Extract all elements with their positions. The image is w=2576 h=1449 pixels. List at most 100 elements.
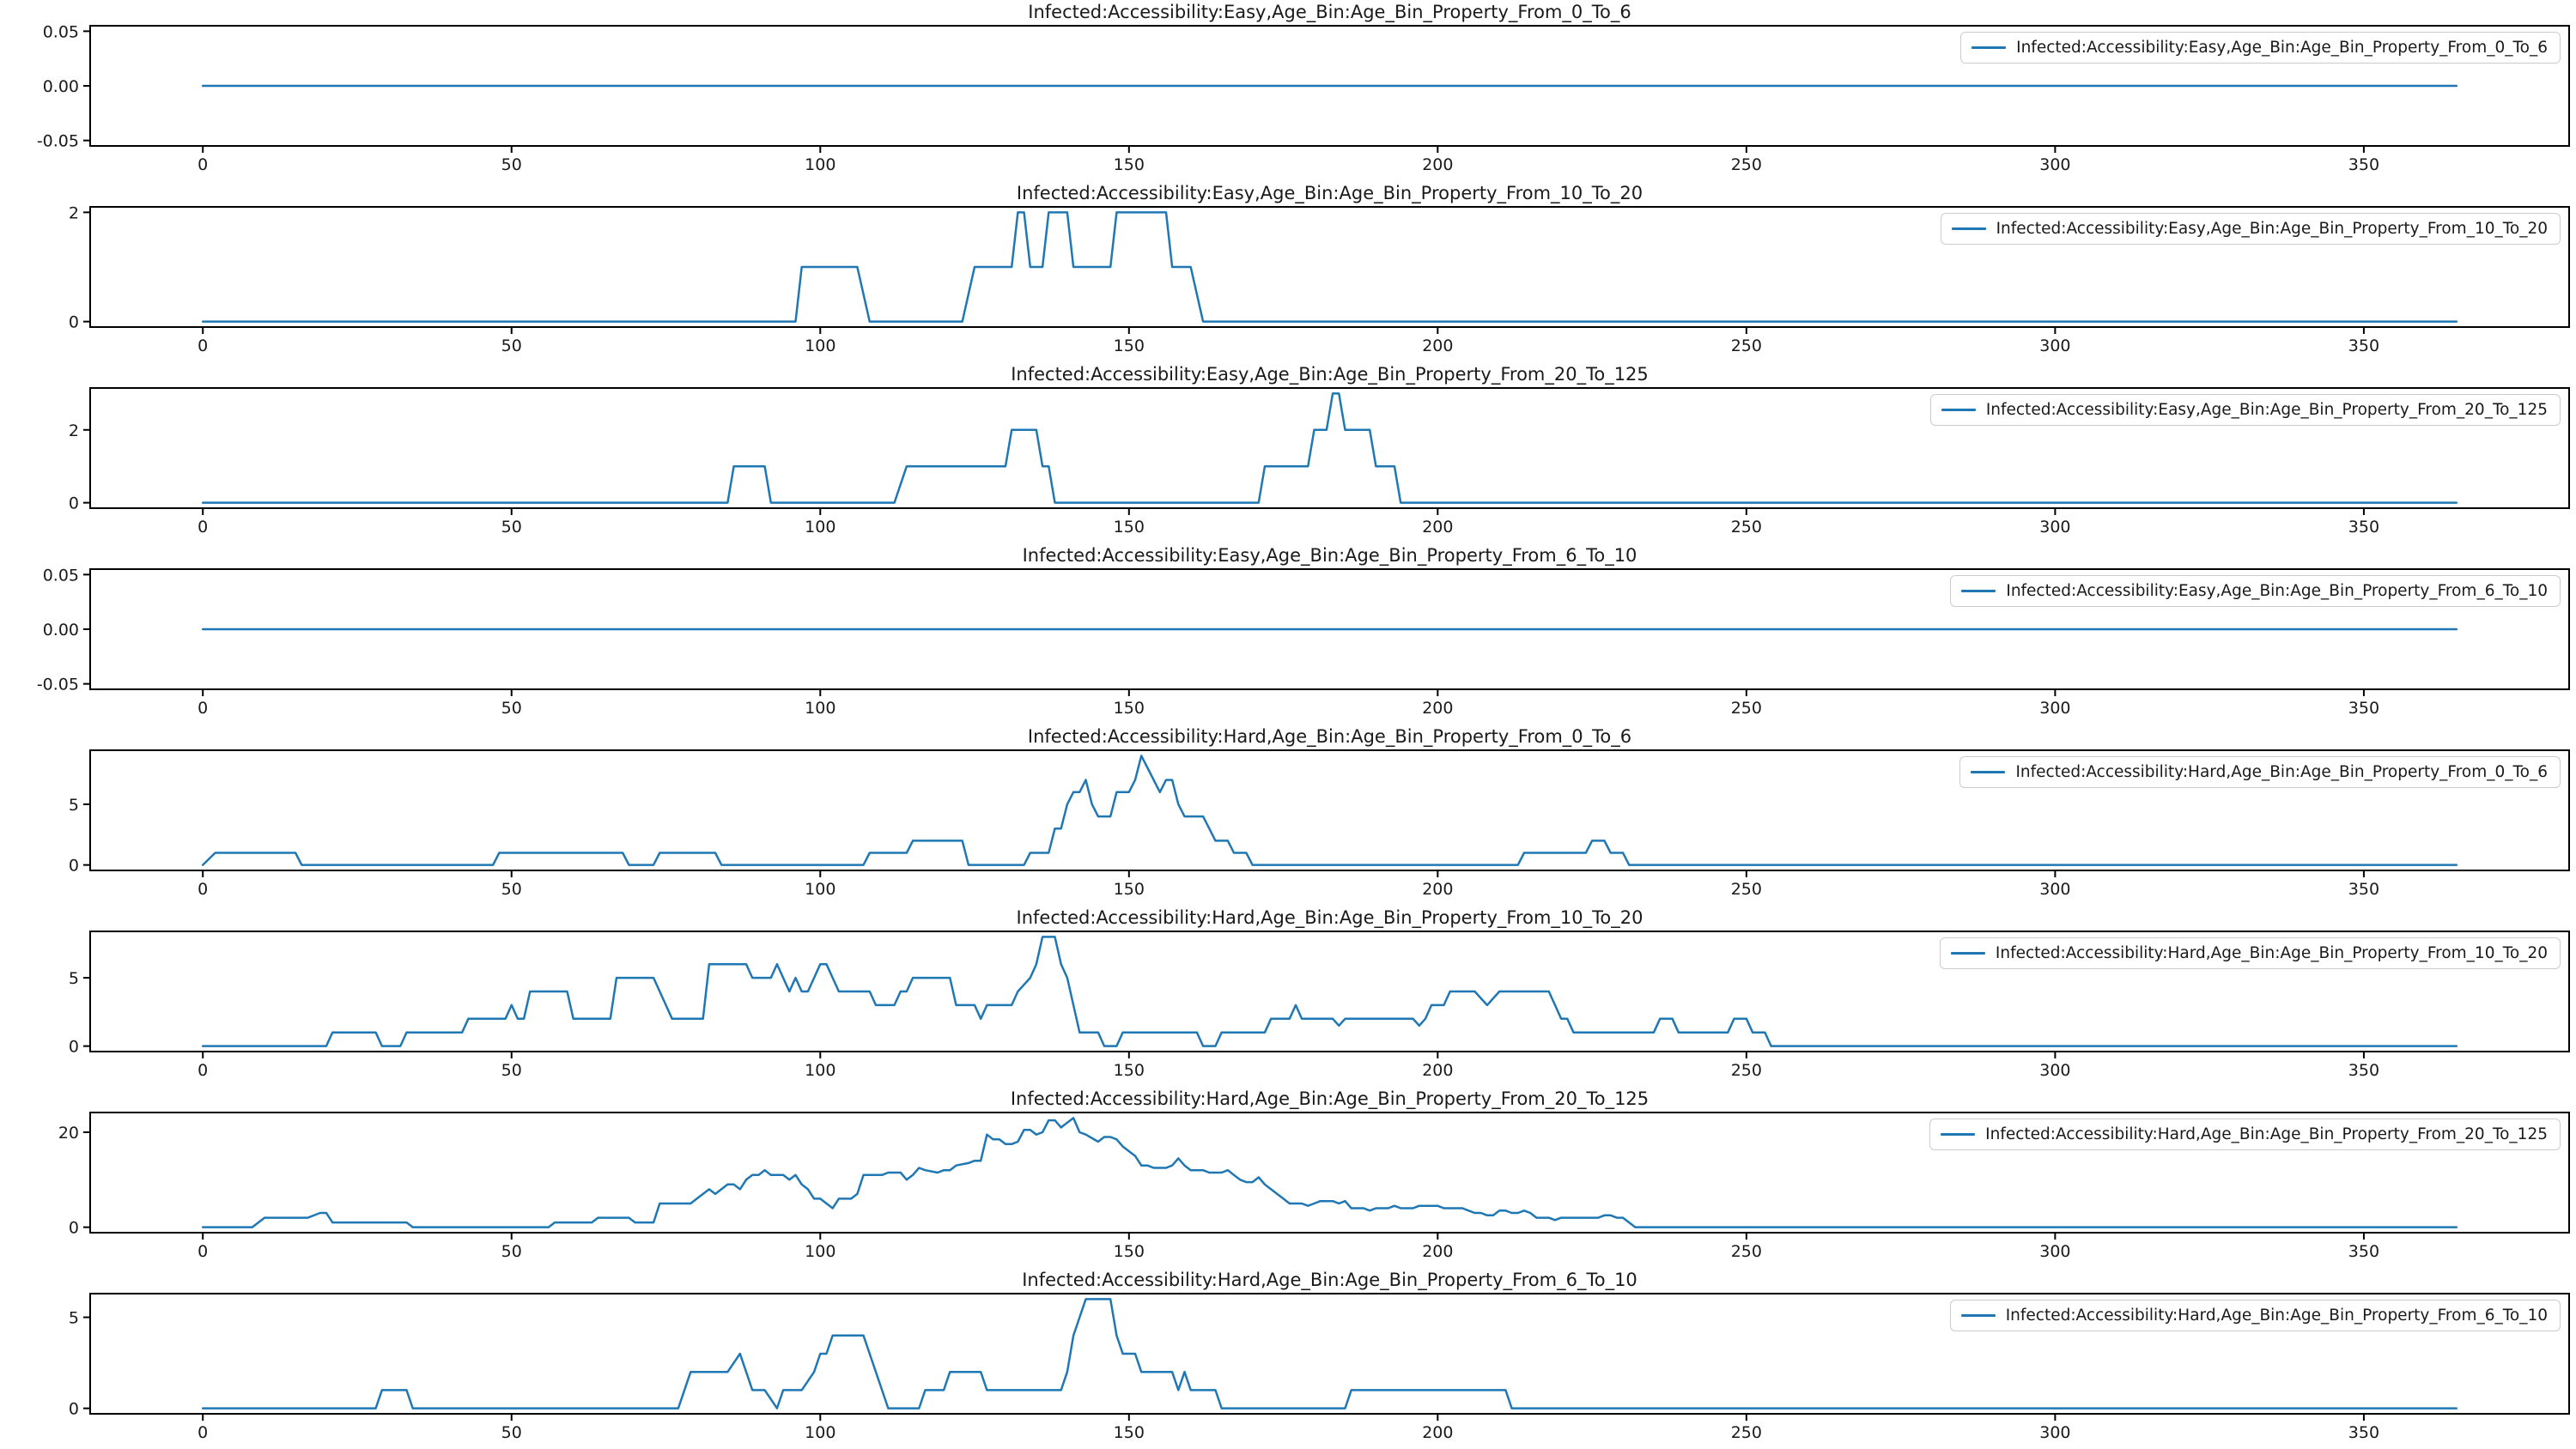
x-tick-label: 150 bbox=[1114, 336, 1145, 355]
x-tick-label: 50 bbox=[501, 155, 522, 174]
line-chart: 0 50 100 150 200 250 300 350 0 2 bbox=[69, 203, 2570, 355]
line-chart: 0 50 100 150 200 250 300 350 0 5 bbox=[69, 931, 2570, 1080]
plot-title: Infected:Accessibility:Hard,Age_Bin:Age_… bbox=[1027, 726, 1632, 747]
x-tick-label: 200 bbox=[1422, 1242, 1453, 1261]
y-tick-label: 0 bbox=[69, 1219, 79, 1238]
legend-line-sample bbox=[1971, 771, 2006, 773]
x-tick-label: 300 bbox=[2039, 336, 2070, 355]
x-tick-label: 300 bbox=[2039, 1242, 2070, 1261]
axes-box bbox=[89, 749, 2570, 871]
x-tick-label: 350 bbox=[2348, 518, 2379, 537]
x-tick-label: 100 bbox=[805, 155, 835, 174]
x-tick-label: 150 bbox=[1114, 155, 1145, 174]
legend: Infected:Accessibility:Easy,Age_Bin:Age_… bbox=[1960, 32, 2561, 64]
line-chart: 0 50 100 150 200 250 300 350 0 20 bbox=[58, 1112, 2570, 1261]
x-tick-label: 300 bbox=[2039, 880, 2070, 899]
y-tick-label: 5 bbox=[69, 1309, 79, 1328]
plot-area: 0 50 100 150 200 250 300 350 0 5 Infected:Accessi… bbox=[0, 747, 2576, 906]
data-line bbox=[201, 392, 2458, 504]
x-tick-label: 300 bbox=[2039, 155, 2070, 174]
plot-area: 0 50 100 150 200 250 300 350 0 5 Infected:Accessi… bbox=[0, 1290, 2576, 1449]
legend-label: Infected:Accessibility:Hard,Age_Bin:Age_… bbox=[2015, 763, 2548, 781]
x-tick-label: 250 bbox=[1731, 1423, 1762, 1442]
plot-title: Infected:Accessibility:Easy,Age_Bin:Age_… bbox=[1022, 545, 1637, 566]
axes-box bbox=[89, 1112, 2570, 1234]
x-tick-label: 350 bbox=[2348, 1242, 2379, 1261]
x-tick-label: 150 bbox=[1114, 1061, 1145, 1080]
x-tick-label: 0 bbox=[197, 155, 208, 174]
line-chart: 0 50 100 150 200 250 300 350 0 2 bbox=[69, 387, 2570, 537]
x-tick-label: 200 bbox=[1422, 155, 1453, 174]
x-tick-label: 50 bbox=[501, 1242, 522, 1261]
legend: Infected:Accessibility:Hard,Age_Bin:Age_… bbox=[1949, 1300, 2561, 1331]
plot-title: Infected:Accessibility:Easy,Age_Bin:Age_… bbox=[1011, 364, 1649, 385]
plot-title: Infected:Accessibility:Easy,Age_Bin:Age_… bbox=[1016, 183, 1643, 203]
x-tick-label: 100 bbox=[805, 336, 835, 355]
data-line bbox=[201, 211, 2458, 323]
x-tick-label: 150 bbox=[1114, 699, 1145, 718]
line-chart: 0 50 100 150 200 250 300 350 -0.05 0.00 0.05 bbox=[37, 22, 2570, 174]
x-tick-label: 100 bbox=[805, 699, 835, 718]
subplot-easy-10-to-20: Infected:Accessibility:Easy,Age_Bin:Age_… bbox=[0, 181, 2576, 362]
x-tick-label: 350 bbox=[2348, 336, 2379, 355]
data-line bbox=[201, 1117, 2458, 1228]
line-chart: 0 50 100 150 200 250 300 350 0 5 bbox=[69, 749, 2570, 899]
x-tick-label: 300 bbox=[2039, 1061, 2070, 1080]
y-tick-label: 5 bbox=[69, 796, 79, 815]
x-tick-label: 0 bbox=[197, 880, 208, 899]
x-tick-label: 200 bbox=[1422, 699, 1453, 718]
axes-box bbox=[89, 206, 2570, 328]
x-tick-label: 50 bbox=[501, 1423, 522, 1442]
x-tick-label: 100 bbox=[805, 518, 835, 537]
plot-area: 0 50 100 150 200 250 300 350 0 2 Infected:Accessi… bbox=[0, 203, 2576, 362]
x-tick-label: 0 bbox=[197, 336, 208, 355]
legend: Infected:Accessibility:Easy,Age_Bin:Age_… bbox=[1950, 575, 2561, 607]
x-tick-label: 250 bbox=[1731, 699, 1762, 718]
x-tick-label: 250 bbox=[1731, 155, 1762, 174]
plot-area: 0 50 100 150 200 250 300 350 0 5 Infected:Accessi… bbox=[0, 928, 2576, 1087]
x-tick-label: 100 bbox=[805, 1061, 835, 1080]
y-tick-label: 0.00 bbox=[43, 77, 79, 96]
y-tick-label: 2 bbox=[69, 421, 79, 440]
subplot-hard-20-to-125: Infected:Accessibility:Hard,Age_Bin:Age_… bbox=[0, 1087, 2576, 1268]
y-tick-label: -0.05 bbox=[37, 132, 79, 151]
legend-label: Infected:Accessibility:Easy,Age_Bin:Age_… bbox=[2016, 39, 2548, 57]
x-tick-label: 350 bbox=[2348, 1423, 2379, 1442]
subplot-hard-6-to-10: Infected:Accessibility:Hard,Age_Bin:Age_… bbox=[0, 1268, 2576, 1449]
plot-title: Infected:Accessibility:Hard,Age_Bin:Age_… bbox=[1022, 1270, 1637, 1290]
x-tick-label: 100 bbox=[805, 1242, 835, 1261]
plot-title: Infected:Accessibility:Hard,Age_Bin:Age_… bbox=[1016, 907, 1643, 928]
legend: Infected:Accessibility:Hard,Age_Bin:Age_… bbox=[1929, 1119, 2561, 1150]
x-tick-label: 150 bbox=[1114, 1242, 1145, 1261]
plot-area: 0 50 100 150 200 250 300 350 0 2 Infected:Accessi… bbox=[0, 385, 2576, 543]
plot-area: 0 50 100 150 200 250 300 350 0 20 Infected:Access… bbox=[0, 1109, 2576, 1268]
legend-label: Infected:Accessibility:Easy,Age_Bin:Age_… bbox=[2006, 582, 2548, 600]
x-tick-label: 200 bbox=[1422, 880, 1453, 899]
subplot-hard-0-to-6: Infected:Accessibility:Hard,Age_Bin:Age_… bbox=[0, 724, 2576, 906]
legend-line-sample bbox=[1951, 227, 1986, 230]
plot-title: Infected:Accessibility:Hard,Age_Bin:Age_… bbox=[1010, 1088, 1649, 1109]
x-tick-label: 50 bbox=[501, 518, 522, 537]
x-tick-label: 250 bbox=[1731, 1242, 1762, 1261]
y-tick-label: 0.05 bbox=[43, 566, 79, 585]
x-tick-label: 300 bbox=[2039, 1423, 2070, 1442]
legend-line-sample bbox=[1971, 46, 2007, 49]
subplot-easy-6-to-10: Infected:Accessibility:Easy,Age_Bin:Age_… bbox=[0, 543, 2576, 724]
x-tick-label: 150 bbox=[1114, 518, 1145, 537]
x-tick-label: 250 bbox=[1731, 1061, 1762, 1080]
x-tick-label: 0 bbox=[197, 518, 208, 537]
legend-line-sample bbox=[1950, 952, 1985, 955]
x-tick-label: 250 bbox=[1731, 518, 1762, 537]
legend-line-sample bbox=[1960, 1314, 1996, 1317]
legend-line-sample bbox=[1961, 590, 1996, 592]
y-tick-label: 2 bbox=[69, 203, 79, 222]
x-tick-label: 250 bbox=[1731, 880, 1762, 899]
x-tick-label: 50 bbox=[501, 1061, 522, 1080]
x-tick-label: 200 bbox=[1422, 518, 1453, 537]
line-chart: 0 50 100 150 200 250 300 350 -0.05 0.00 0.05 bbox=[37, 566, 2570, 718]
legend: Infected:Accessibility:Easy,Age_Bin:Age_… bbox=[1929, 394, 2561, 426]
x-tick-label: 0 bbox=[197, 1242, 208, 1261]
line-chart: 0 50 100 150 200 250 300 350 0 5 bbox=[69, 1293, 2570, 1442]
y-tick-label: 0.00 bbox=[43, 621, 79, 640]
